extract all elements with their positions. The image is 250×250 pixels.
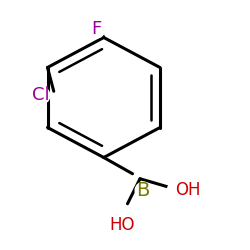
- Text: B: B: [136, 180, 149, 200]
- Text: F: F: [91, 20, 102, 38]
- Text: HO: HO: [110, 216, 135, 234]
- Text: OH: OH: [175, 181, 201, 199]
- Text: Cl: Cl: [32, 86, 50, 104]
